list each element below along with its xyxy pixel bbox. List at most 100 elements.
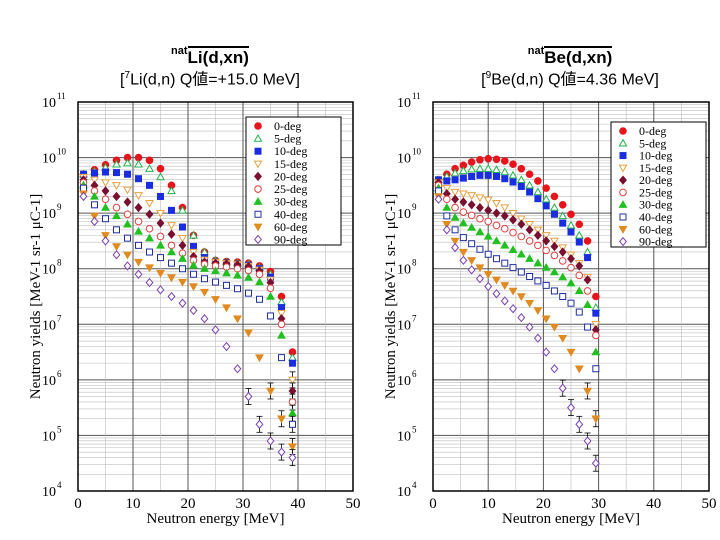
data-point: [451, 203, 459, 212]
data-point: [189, 283, 198, 292]
data-point: [475, 264, 485, 273]
data-point: [517, 164, 526, 173]
y-tick-exponent: 8: [412, 258, 417, 268]
data-point: [101, 195, 110, 204]
y-tick-exponent: 4: [57, 480, 62, 490]
legend-label: 15-deg: [639, 161, 672, 175]
y-tick-exponent: 4: [412, 480, 417, 490]
data-point: [451, 194, 460, 204]
data-point: [289, 420, 296, 428]
data-point: [492, 155, 501, 164]
data-point: [145, 233, 154, 242]
data-point: [288, 376, 297, 385]
data-point: [567, 228, 575, 236]
data-point: [146, 181, 153, 189]
data-point: [558, 201, 567, 209]
data-point: [179, 265, 186, 273]
series-60-deg: [434, 193, 601, 428]
data-point: [575, 220, 584, 229]
data-point: [190, 270, 197, 278]
data-point: [90, 216, 99, 227]
data-point: [123, 251, 132, 260]
data-point: [167, 247, 176, 256]
data-point: [501, 175, 509, 183]
series-60-deg: [79, 190, 297, 455]
data-point: [550, 241, 559, 252]
data-point: [492, 255, 500, 263]
data-point: [559, 219, 567, 227]
legend-label: 30-deg: [639, 198, 672, 212]
data-point: [189, 230, 198, 239]
data-point: [113, 226, 120, 234]
data-point: [533, 258, 543, 267]
data-point: [500, 224, 509, 233]
data-point: [549, 267, 559, 276]
data-point: [459, 208, 468, 216]
data-point: [526, 272, 534, 280]
legend-marker: [618, 138, 628, 147]
data-point: [190, 242, 197, 250]
legend-label: 90-deg: [639, 235, 672, 249]
data-point: [135, 175, 142, 183]
legend-marker: [619, 127, 627, 135]
data-point: [102, 168, 109, 176]
data-point: [516, 215, 526, 224]
legend-marker: [619, 213, 627, 221]
legend-marker: [253, 134, 263, 142]
legend-label: 10-deg: [639, 149, 672, 163]
data-point: [483, 231, 493, 240]
legend-box: [245, 116, 342, 246]
data-point: [277, 320, 286, 329]
y-axis-label: Neutron yields [MeV-1 sr-1 μC-1]: [28, 194, 44, 400]
data-point: [542, 246, 550, 255]
data-point: [90, 176, 99, 185]
legend-marker: [619, 175, 627, 185]
data-point: [277, 309, 286, 318]
data-point: [541, 315, 551, 324]
data-point: [475, 202, 484, 213]
data-point: [211, 266, 220, 275]
data-point: [200, 314, 209, 324]
x-tick-label: 30: [236, 496, 251, 512]
data-point: [509, 228, 517, 237]
data-point: [112, 203, 121, 212]
data-point: [222, 341, 231, 352]
data-point: [574, 365, 584, 374]
data-point: [434, 194, 443, 204]
data-point: [266, 387, 275, 396]
data-point: [533, 333, 542, 343]
data-point: [567, 263, 575, 272]
data-point: [167, 222, 176, 230]
data-point: [459, 174, 467, 182]
data-point: [244, 329, 253, 338]
data-point: [157, 254, 164, 262]
data-point: [112, 211, 121, 220]
data-point: [459, 197, 468, 207]
x-axis-label: Neutron energy [MeV]: [146, 511, 284, 527]
left-subtitle-pre: [: [120, 70, 125, 88]
legend-label: 25-deg: [274, 182, 307, 196]
data-point: [591, 458, 600, 468]
data-point: [492, 236, 501, 245]
data-point: [583, 287, 592, 295]
data-point: [566, 278, 576, 287]
data-point: [167, 291, 176, 302]
y-tick-exponent: 6: [412, 369, 417, 379]
right-chart-title: natBe(d,xn) [9Be(d,n) Q値=4.36 MeV]: [440, 44, 700, 89]
left-chart-title: natLi(d,xn) [7Li(d,n) Q値=+15.0 MeV]: [80, 44, 340, 89]
data-point: [134, 258, 143, 267]
x-axis-label: Neutron energy [MeV]: [502, 511, 640, 527]
data-point: [516, 175, 526, 183]
data-point: [509, 215, 517, 225]
data-point: [517, 182, 525, 190]
series-25-deg: [434, 181, 600, 340]
x-tick-label: 30: [591, 496, 606, 512]
x-tick-label: 40: [646, 496, 661, 512]
y-tick-label: 10: [397, 207, 411, 222]
data-point: [189, 260, 198, 269]
legend-marker: [618, 200, 628, 208]
data-point: [123, 210, 132, 219]
data-point: [156, 232, 165, 241]
data-point: [558, 272, 568, 281]
series-90-deg: [79, 191, 297, 467]
